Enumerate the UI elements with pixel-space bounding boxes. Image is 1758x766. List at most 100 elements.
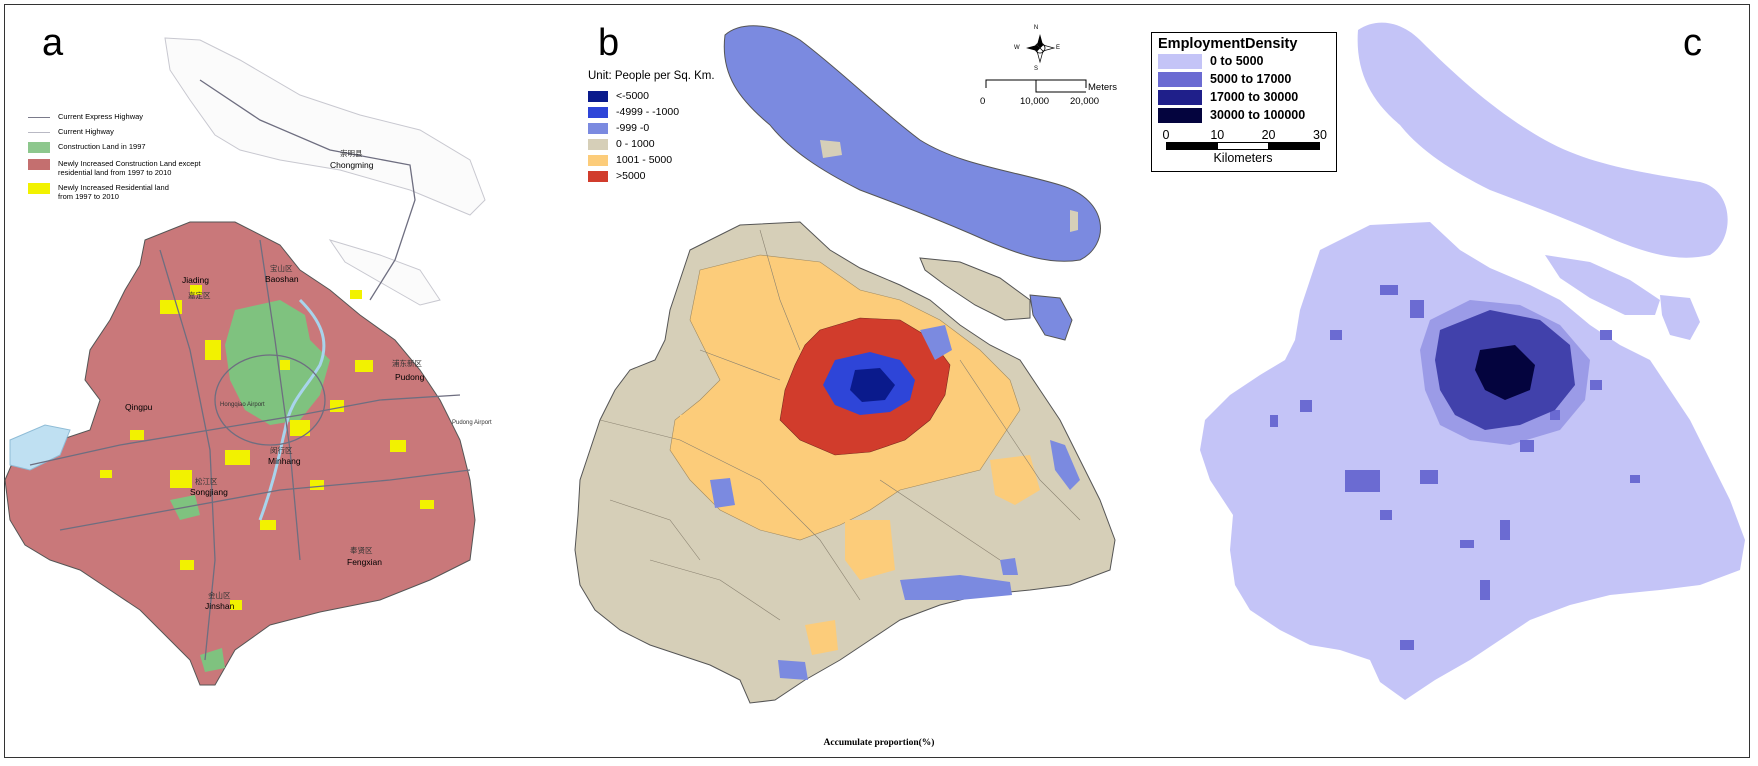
map-b-orange-zone-e	[990, 455, 1040, 505]
panel-b-legend: Unit: People per Sq. Km. <-5000 -4999 - …	[588, 70, 715, 184]
panel-a-label: a	[42, 22, 64, 64]
map-c-mainland	[1200, 222, 1745, 700]
map-a-highways	[29, 79, 471, 661]
place-minhang-cn: 闵行区	[270, 446, 293, 455]
map-c-small-island-2	[1660, 295, 1700, 340]
map-b-chongming-island	[723, 25, 1101, 262]
legend-b-item: -999 -0	[588, 120, 715, 136]
map-b-scale-bar	[985, 79, 1087, 93]
place-pudong-cn: 浦东新区	[392, 359, 422, 368]
legend-b-swatch	[588, 154, 608, 166]
scale-c-tick: 30	[1313, 128, 1327, 142]
legend-a-swatch	[28, 159, 50, 170]
legend-b-label: <-5000	[616, 90, 649, 102]
legend-c-swatch	[1158, 89, 1202, 105]
legend-b-unit: Unit: People per Sq. Km.	[588, 70, 715, 82]
legend-a-item: Newly Increased Construction Land except…	[28, 159, 228, 177]
legend-b-item: >5000	[588, 168, 715, 184]
place-hongqiao: Hongqiao Airport	[220, 402, 265, 408]
place-chongming-cn: 崇明县	[340, 149, 363, 158]
map-b-district-lines	[599, 229, 1081, 621]
legend-c-label: 5000 to 17000	[1210, 72, 1292, 86]
scale-c-tick: 0	[1162, 128, 1170, 142]
place-jiading: Jiading	[182, 275, 209, 285]
map-b-orange-zone-s	[845, 520, 895, 580]
place-jinshan-cn: 金山区	[208, 591, 231, 600]
map-c-chongming-island	[1357, 22, 1728, 258]
place-pudong: Pudong	[395, 372, 425, 382]
panel-a-legend: Current Express Highway Current Highway …	[28, 112, 228, 207]
compass-e: E	[1056, 45, 1061, 51]
legend-b-label: -4999 - -1000	[616, 106, 680, 118]
legend-c-item: 5000 to 17000	[1152, 70, 1336, 88]
map-b-orange-zone-sw	[805, 620, 838, 655]
legend-b-label: -999 -0	[616, 122, 650, 134]
place-chongming: Chongming	[330, 160, 374, 170]
legend-b-item: 1001 - 5000	[588, 152, 715, 168]
map-a-chongming-island	[164, 37, 486, 216]
legend-a-line-highway	[28, 132, 50, 133]
legend-a-line-express	[28, 117, 50, 118]
scale-c-ticks: 0 10 20 30	[1162, 128, 1327, 142]
legend-c-label: 17000 to 30000	[1210, 90, 1299, 104]
legend-c-item: 30000 to 100000	[1152, 106, 1336, 124]
scale-c-unit: Kilometers	[1213, 151, 1273, 165]
legend-a-swatch	[28, 142, 50, 153]
legend-a-item: Current Express Highway	[28, 112, 228, 121]
compass-w: W	[1014, 45, 1020, 51]
legend-a-label: Newly Increased Residential land from 19…	[58, 183, 169, 201]
map-b-island-patch	[1070, 210, 1078, 232]
legend-b-item: -4999 - -1000	[588, 104, 715, 120]
legend-c-label: 30000 to 100000	[1210, 108, 1306, 122]
scale-c-bar	[1166, 142, 1320, 150]
panel-b-label: b	[598, 22, 620, 64]
map-b-orange-zone-w	[680, 410, 720, 450]
legend-c-swatch	[1158, 53, 1202, 69]
map-c-density-5000-17000	[1270, 285, 1640, 650]
map-b-light-blue	[920, 325, 952, 360]
legend-b-label: 0 - 1000	[616, 138, 655, 150]
legend-b-item: 0 - 1000	[588, 136, 715, 152]
legend-b-swatch	[588, 90, 608, 102]
place-baoshan: Baoshan	[265, 274, 299, 284]
legend-a-swatch	[28, 183, 50, 194]
legend-a-label: Construction Land in 1997	[58, 142, 146, 151]
legend-a-label: Current Highway	[58, 127, 114, 136]
legend-c-label: 0 to 5000	[1210, 54, 1264, 68]
legend-a-item: Construction Land in 1997	[28, 142, 228, 153]
legend-b-swatch	[588, 106, 608, 118]
place-jiading-cn: 嘉定区	[188, 291, 211, 300]
place-minhang: Minhang	[268, 456, 301, 466]
legend-b-swatch	[588, 122, 608, 134]
scale-b-tick-1: 10,000	[1020, 96, 1050, 107]
scale-c-tick: 20	[1261, 128, 1276, 142]
legend-c-swatch	[1158, 71, 1202, 87]
map-a-lake	[9, 424, 71, 471]
panel-c-scale: 0 10 20 30 Kilometers	[1162, 128, 1327, 165]
map-b-island-patch	[820, 140, 842, 158]
legend-b-label: 1001 - 5000	[616, 154, 673, 166]
place-pudong-airport: Pudong Airport	[452, 420, 492, 426]
place-fengxian: Fengxian	[347, 557, 382, 567]
compass-s: S	[1033, 66, 1039, 72]
map-b-small-island	[919, 257, 1031, 321]
compass-n: N	[1033, 25, 1039, 31]
map-b-north-arrow	[1026, 34, 1056, 64]
place-songjiang: Songjiang	[190, 487, 228, 497]
legend-a-label: Current Express Highway	[58, 112, 144, 121]
place-baoshan-cn: 宝山区	[270, 264, 293, 273]
figure-frame	[4, 4, 1750, 758]
map-b-dark-core	[850, 368, 895, 402]
scale-b-tick-2: 20,000	[1070, 96, 1100, 107]
place-jinshan: Jinshan	[205, 601, 235, 611]
map-a-small-island	[328, 239, 441, 306]
legend-a-item: Current Highway	[28, 127, 228, 136]
legend-b-swatch	[588, 170, 608, 182]
legend-c-item: 17000 to 30000	[1152, 88, 1336, 106]
map-b-small-island-2	[1029, 294, 1073, 341]
legend-b-swatch	[588, 138, 608, 150]
map-a-river	[258, 298, 326, 521]
place-qingpu: Qingpu	[125, 402, 153, 412]
